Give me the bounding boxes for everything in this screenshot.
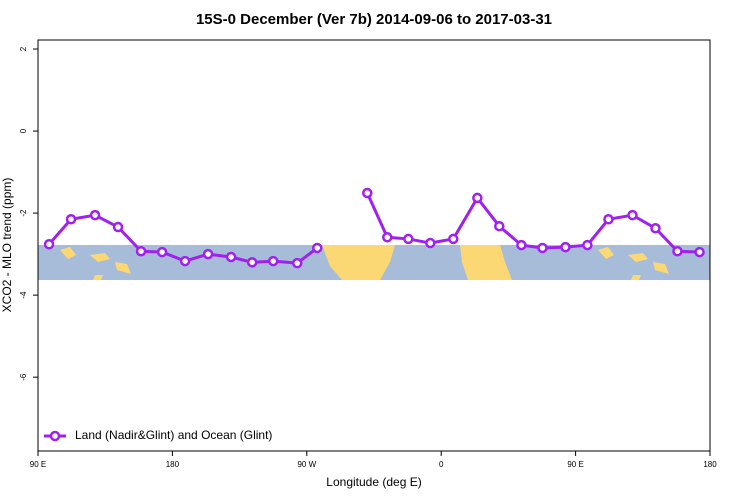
data-point	[179, 255, 191, 267]
data-point	[403, 233, 414, 245]
legend-label: Land (Nadir&Glint) and Ocean (Glint)	[75, 428, 272, 442]
data-point	[694, 246, 705, 258]
data-point	[382, 232, 393, 243]
data-point	[202, 248, 214, 260]
data-point	[627, 209, 638, 221]
data-point	[312, 242, 323, 254]
x-tick-label: 90 W	[297, 460, 316, 469]
x-tick-label: 180	[166, 460, 180, 469]
x-tick-label: 90 E	[30, 460, 46, 469]
data-point	[291, 257, 303, 269]
data-point	[603, 213, 614, 225]
chart-title: 15S-0 December (Ver 7b) 2014-09-06 to 20…	[196, 11, 552, 28]
data-point	[650, 223, 661, 234]
legend-marker	[49, 430, 61, 442]
y-axis-label: XCO2 - MLO trend (ppm)	[0, 178, 14, 313]
x-tick-label: 0	[439, 460, 444, 469]
data-point	[89, 209, 101, 221]
data-point	[65, 213, 77, 225]
data-point	[448, 233, 459, 245]
data-point	[472, 192, 483, 204]
data-point	[362, 187, 373, 199]
y-tick-label: -6	[19, 373, 28, 381]
y-tick-label: 0	[19, 128, 28, 133]
plot-frame	[37, 39, 711, 452]
data-point	[560, 241, 571, 253]
y-tick-label: -4	[19, 291, 28, 299]
data-point	[537, 242, 548, 254]
data-point	[425, 237, 436, 249]
data-point	[267, 255, 279, 267]
data-point	[135, 245, 147, 257]
x-axis-label: Longitude (deg E)	[326, 475, 421, 489]
data-point	[156, 246, 168, 258]
map-strip	[38, 245, 710, 280]
y-tick-label: -2	[19, 209, 28, 217]
data-point	[112, 221, 124, 233]
y-tick-label: 2	[19, 46, 28, 51]
data-point	[225, 251, 237, 263]
data-point	[494, 220, 505, 232]
data-point	[43, 239, 55, 250]
data-point	[246, 257, 258, 268]
data-point	[672, 245, 683, 257]
data-point	[516, 239, 527, 251]
x-tick-label: 90 E	[567, 460, 583, 469]
data-point	[582, 239, 593, 251]
x-tick-label: 180	[703, 460, 717, 469]
